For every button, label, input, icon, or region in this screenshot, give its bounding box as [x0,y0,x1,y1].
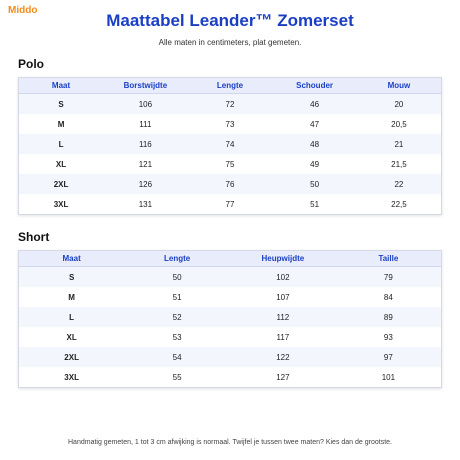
logo: Middo [8,5,38,16]
value-cell: 51 [172,292,182,302]
value-cell: 21 [356,134,442,154]
column-header: Taille [335,250,442,267]
value-cell: 46 [272,93,357,114]
value-cell: 93 [383,332,393,342]
size-cell: L [18,134,104,154]
value-cell: 51 [310,199,320,209]
data-row: 3XL 55 127 101 [19,367,442,388]
value-cell: 20 [356,93,442,114]
column-header: Schouder [272,77,357,94]
data-row: XL 53 117 93 [19,327,442,347]
size-cell: 2XL [18,347,125,367]
size-cell: L [18,307,125,327]
size-cell: S [18,93,104,114]
value-cell: 50 [124,266,230,287]
value-cell: 75 [225,159,235,169]
size-table: Maat Lengte Heupwijdte Taille S 50 102 79 M 51 107… [18,250,442,388]
header-row: Maat Borstwijdte Lengte Schouder Mouw [18,77,442,94]
value-cell: 72 [187,93,273,114]
column-header: Maat [18,77,104,94]
size-cell: 3XL [53,199,69,209]
value-cell: 89 [335,307,442,327]
data-row: S 50 102 79 [18,266,442,287]
value-cell: 22,5 [391,199,407,209]
value-cell: 101 [381,372,396,382]
data-row: S 106 72 46 20 [18,93,442,114]
value-cell: 47 [310,119,320,129]
value-cell: 106 [103,93,188,114]
value-cell: 52 [124,307,230,327]
column-header: Maat [18,250,125,267]
value-cell: 84 [383,292,393,302]
column-header: Borstwijdte [103,77,188,94]
size-cell: 3XL [64,372,79,382]
value-cell: 121 [138,159,153,169]
section-heading: Polo [18,57,44,71]
value-cell: 20,5 [391,119,407,129]
section-heading: Short [18,230,50,244]
value-cell: 74 [187,134,273,154]
value-cell: 131 [138,199,153,209]
column-header: Heupwijdte [230,250,336,267]
data-row: XL 121 75 49 21,5 [19,154,442,174]
value-cell: 50 [272,174,357,194]
value-cell: 49 [310,159,320,169]
column-header: Mouw [356,77,442,94]
value-cell: 117 [276,332,290,342]
value-cell: 54 [124,347,230,367]
subtitle: Alle maten in centimeters, plat gemeten. [158,38,302,47]
value-cell: 112 [230,307,336,327]
value-cell: 76 [187,174,273,194]
size-table: Maat Borstwijdte Lengte Schouder Mouw S 106 72 4… [18,77,442,215]
size-cell: S [18,266,125,287]
column-header: Lengte [187,77,273,94]
footer: Handmatig gemeten, 1 tot 3 cm afwijking … [68,439,392,446]
value-cell: 97 [335,347,442,367]
size-cell: XL [55,159,67,169]
value-cell: 79 [335,266,442,287]
data-row: 3XL 131 77 51 22,5 [19,194,442,215]
value-cell: 48 [272,134,357,154]
value-cell: 73 [225,119,235,129]
header-row: Maat Lengte Heupwijdte Taille [18,250,442,267]
value-cell: 116 [103,134,188,154]
size-cell: M [68,292,75,302]
value-cell: 53 [172,332,182,342]
value-cell: 55 [172,372,182,382]
size-cell: XL [66,332,77,342]
value-cell: 21,5 [391,159,407,169]
data-row: M 111 73 47 20,5 [19,114,442,134]
value-cell: 111 [139,119,152,129]
size-cell: 2XL [18,174,104,194]
size-cell: M [57,119,65,129]
value-cell: 22 [356,174,442,194]
value-cell: 122 [230,347,336,367]
value-cell: 126 [103,174,188,194]
value-cell: 107 [276,292,290,302]
value-cell: 77 [225,199,235,209]
column-header: Lengte [124,250,230,267]
data-row: L 116 74 48 21 [18,134,442,154]
data-row: 2XL 126 76 50 22 [18,174,442,194]
value-cell: 127 [276,372,290,382]
data-row: L 52 112 89 [18,307,442,327]
data-row: 2XL 54 122 97 [18,347,442,367]
value-cell: 102 [230,266,336,287]
title: Maattabel Leander™ Zomerset [106,11,354,30]
data-row: M 51 107 84 [19,287,442,307]
